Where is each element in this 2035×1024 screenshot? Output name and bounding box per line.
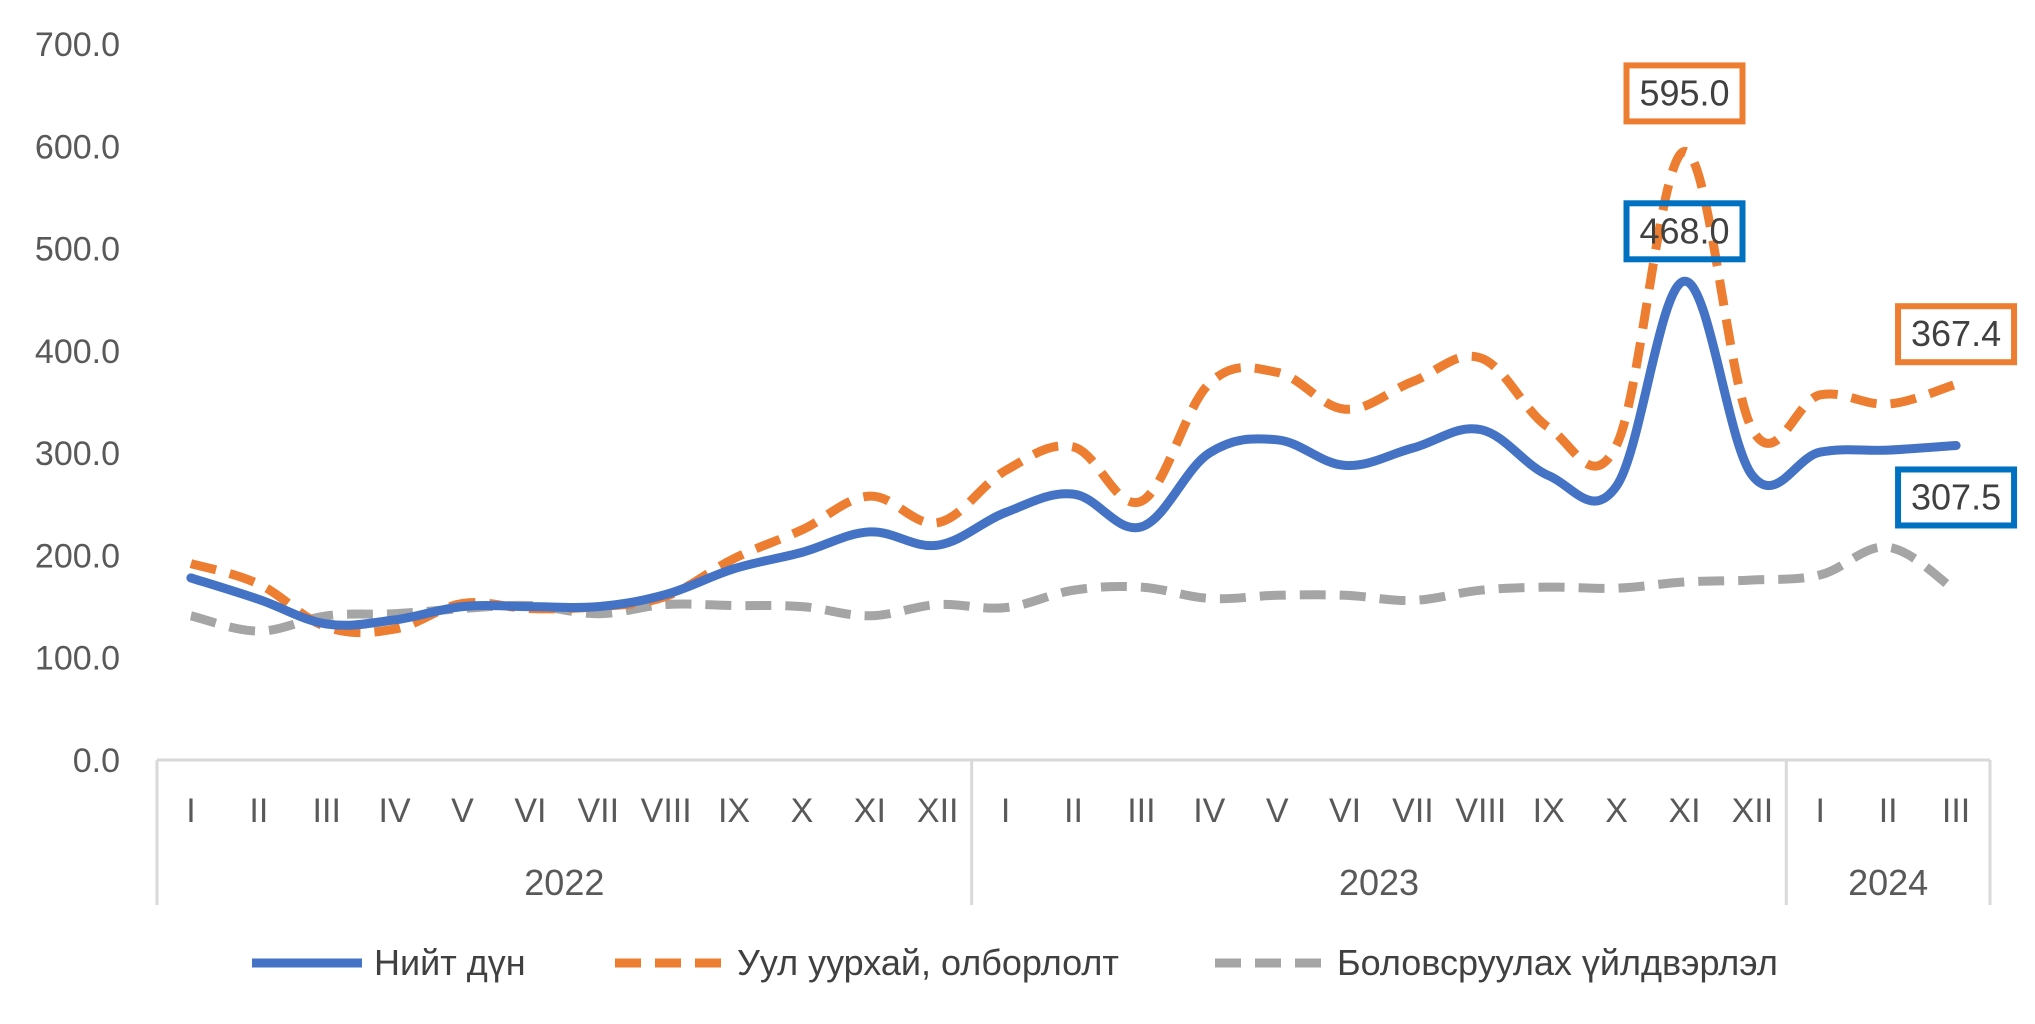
y-tick-label: 300.0 bbox=[35, 435, 120, 473]
y-tick-label: 600.0 bbox=[35, 128, 120, 166]
data-label-box bbox=[1895, 466, 2018, 529]
legend-item: Боловсруулах үйлдвэрлэл bbox=[1215, 942, 1778, 983]
legend-item: Нийт дүн bbox=[252, 942, 526, 983]
x-tick-label: XI bbox=[1668, 792, 1700, 830]
data-label-box bbox=[1623, 62, 1746, 125]
x-axis: I II III IV V VI VII VIII IX X XI XII I II III IV V VI VII… bbox=[155, 758, 1992, 905]
legend-item: Уул уурхай, олборлолт bbox=[615, 942, 1119, 983]
data-label: 468.0 bbox=[1623, 200, 1746, 263]
x-tick-label: VII bbox=[1392, 792, 1434, 830]
x-tick-label: VIII bbox=[1455, 792, 1506, 830]
y-tick-label: 100.0 bbox=[35, 640, 120, 678]
y-tick-label: 0.0 bbox=[73, 742, 120, 780]
series-line-2 bbox=[189, 542, 1959, 636]
x-tick-label: II bbox=[249, 792, 268, 830]
data-label: 367.4 bbox=[1895, 303, 2018, 366]
series-lines bbox=[186, 146, 1961, 638]
x-tick-label: IX bbox=[1533, 792, 1565, 830]
legend-label: Нийт дүн bbox=[374, 942, 526, 983]
x-tick-label: III bbox=[1942, 792, 1970, 830]
x-tick-label: III bbox=[313, 792, 341, 830]
x-tick-label: I bbox=[1001, 792, 1010, 830]
x-tick-label: I bbox=[1816, 792, 1825, 830]
y-axis: 0.0 100.0 200.0 300.0 400.0 500.0 600.0 700.0 bbox=[35, 26, 120, 780]
year-label: 2023 bbox=[1339, 862, 1419, 903]
x-tick-label: VI bbox=[1329, 792, 1361, 830]
x-tick-label: V bbox=[451, 792, 474, 830]
y-tick-label: 400.0 bbox=[35, 333, 120, 371]
x-tick-label: XII bbox=[917, 792, 959, 830]
year-label: 2022 bbox=[524, 862, 604, 903]
y-tick-label: 700.0 bbox=[35, 26, 120, 64]
data-label: 595.0 bbox=[1623, 62, 1746, 125]
data-label-text: 595.0 bbox=[1639, 72, 1729, 113]
legend-label: Уул уурхай, олборлолт bbox=[737, 942, 1119, 983]
x-tick-label: X bbox=[1605, 792, 1628, 830]
x-tick-label: I bbox=[186, 792, 195, 830]
x-tick-label: X bbox=[791, 792, 814, 830]
x-tick-label: III bbox=[1127, 792, 1155, 830]
data-label-text: 468.0 bbox=[1639, 210, 1729, 251]
y-tick-label: 200.0 bbox=[35, 537, 120, 575]
x-tick-label: V bbox=[1266, 792, 1289, 830]
legend: Нийт дүн Уул уурхай, олборлолт Боловсруула… bbox=[252, 942, 1778, 983]
data-label: 307.5 bbox=[1895, 466, 2018, 529]
series-line-0 bbox=[186, 276, 1961, 630]
legend-label: Боловсруулах үйлдвэрлэл bbox=[1337, 942, 1778, 983]
data-label-text: 307.5 bbox=[1911, 476, 2001, 517]
y-tick-label: 500.0 bbox=[35, 231, 120, 269]
data-label-text: 367.4 bbox=[1911, 313, 2001, 354]
data-label-box bbox=[1895, 303, 2018, 366]
x-tick-label: VIII bbox=[641, 792, 692, 830]
x-tick-label: IV bbox=[379, 792, 411, 830]
x-tick-label: XII bbox=[1732, 792, 1774, 830]
x-tick-label: II bbox=[1064, 792, 1083, 830]
year-label: 2024 bbox=[1848, 862, 1928, 903]
x-tick-label: IX bbox=[718, 792, 750, 830]
data-labels: 595.0 468.0 367.4 307.5 bbox=[1623, 62, 2018, 529]
x-tick-label: IV bbox=[1193, 792, 1225, 830]
x-tick-label: XI bbox=[854, 792, 886, 830]
x-tick-label: VI bbox=[514, 792, 546, 830]
x-tick-label: II bbox=[1879, 792, 1898, 830]
data-label-box bbox=[1623, 200, 1746, 263]
x-tick-label: VII bbox=[577, 792, 619, 830]
